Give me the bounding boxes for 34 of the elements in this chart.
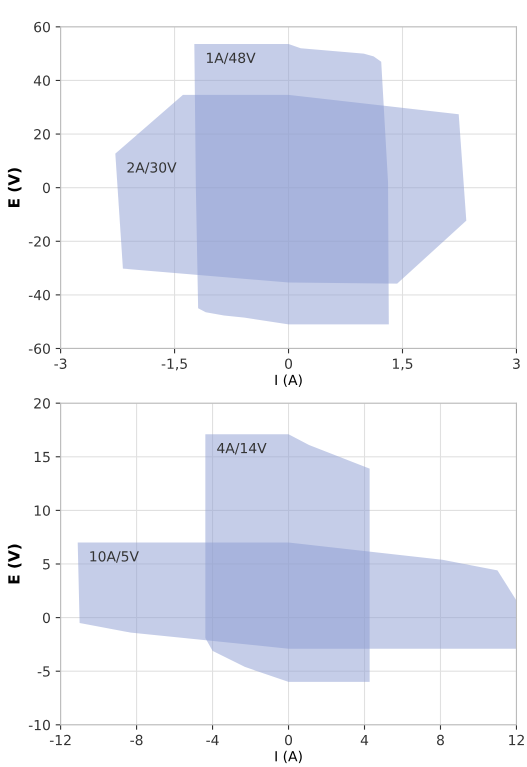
y-tick-label: 5 bbox=[43, 559, 50, 570]
x-tick-label: 3 bbox=[513, 358, 520, 369]
y-tick-label: -5 bbox=[38, 666, 50, 677]
y-tick-label: -40 bbox=[28, 290, 50, 300]
x-tick-label: -8 bbox=[130, 734, 143, 746]
x-tick-label: 8 bbox=[437, 734, 444, 746]
y-tick-label: 0 bbox=[42, 612, 50, 624]
y-axis-title: E (V) bbox=[8, 544, 22, 584]
y-tick-label: 20 bbox=[34, 398, 50, 409]
y-tick-label: 20 bbox=[34, 129, 50, 140]
series-label: 10A/5V bbox=[90, 551, 139, 563]
x-tick-label: -3 bbox=[54, 358, 66, 369]
x-tick-label: 12 bbox=[509, 734, 524, 746]
x-tick-label: 0 bbox=[285, 358, 292, 369]
y-tick-label: 15 bbox=[34, 452, 50, 462]
y-tick-label: 40 bbox=[34, 75, 50, 86]
x-tick-label: -12 bbox=[50, 734, 71, 746]
y-tick-label: 0 bbox=[42, 182, 50, 194]
y-tick-label: -60 bbox=[28, 343, 50, 354]
y-tick-label: 10 bbox=[34, 505, 50, 516]
x-tick-label: -4 bbox=[206, 734, 219, 746]
x-axis-title: I (A) bbox=[275, 374, 302, 387]
y-tick-label: 60 bbox=[34, 22, 50, 32]
x-tick-label: -1,5 bbox=[162, 358, 187, 370]
y-tick-label: -10 bbox=[28, 720, 50, 730]
series-label: 1A/48V bbox=[206, 52, 256, 64]
y-axis-title: E (V) bbox=[8, 168, 22, 208]
x-tick-label: 4 bbox=[360, 734, 368, 746]
y-tick-label: -20 bbox=[28, 236, 50, 247]
x-axis-title: I (A) bbox=[275, 750, 302, 764]
series-label: 4A/14V bbox=[217, 443, 267, 454]
x-tick-label: 1,5 bbox=[392, 358, 412, 370]
series-label: 2A/30V bbox=[127, 162, 176, 174]
x-tick-label: 0 bbox=[285, 734, 292, 746]
